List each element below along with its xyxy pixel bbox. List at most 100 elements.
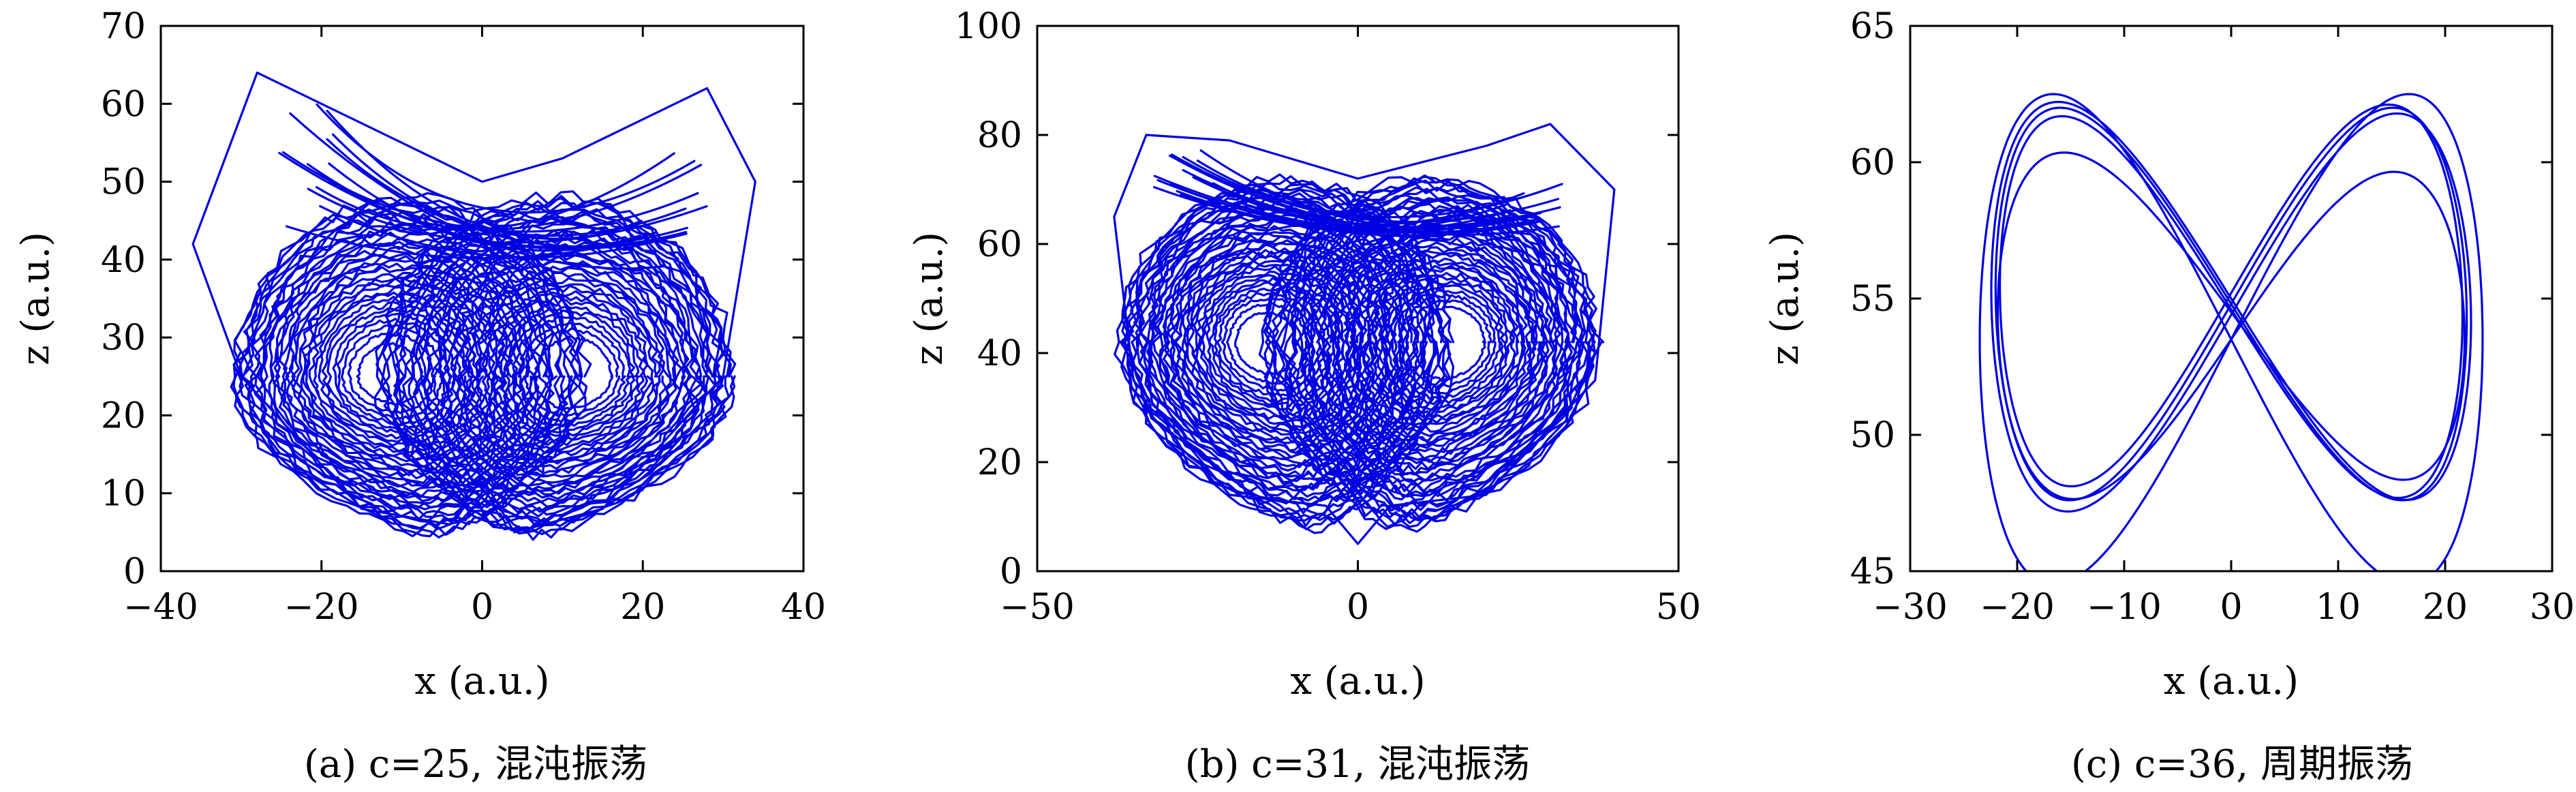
trajectory-loop bbox=[230, 192, 592, 538]
trajectory-loop bbox=[443, 256, 683, 478]
panel-caption: (c) c=36, 周期振荡 bbox=[2071, 742, 2413, 787]
limit-cycle-loop bbox=[1990, 100, 2472, 513]
trajectory-loop bbox=[414, 229, 705, 503]
x-tick-label: 20 bbox=[620, 587, 665, 628]
trajectory-crossing bbox=[326, 164, 703, 231]
x-tick-label: 0 bbox=[1347, 587, 1369, 628]
panel-a: −40 −20 0 20 40 0 10 20 30 40 50 60 70 x (a.u.) z (a.u… bbox=[14, 6, 826, 787]
x-tick-label: −10 bbox=[2087, 587, 2162, 628]
trajectory-loop bbox=[1122, 188, 1445, 519]
trajectory-loop bbox=[1405, 299, 1492, 389]
y-tick-label: 45 bbox=[1850, 551, 1895, 592]
x-tick-label: −40 bbox=[123, 587, 198, 628]
trajectory-crossing bbox=[316, 103, 696, 214]
x-tick-label: 0 bbox=[2220, 587, 2242, 628]
trajectory-crossing bbox=[1196, 159, 1563, 219]
y-tick-label: 55 bbox=[1850, 279, 1895, 320]
x-axis-label: x (a.u.) bbox=[414, 659, 549, 703]
trajectory-loop bbox=[356, 341, 425, 406]
x-tick-label: 50 bbox=[1656, 587, 1701, 628]
trajectory-loop bbox=[461, 271, 670, 465]
trajectory-loop bbox=[1114, 173, 1455, 534]
x-tick-label: 20 bbox=[2423, 587, 2468, 628]
trajectory-crossing bbox=[306, 163, 688, 249]
x-tick-label: 30 bbox=[2530, 587, 2575, 628]
y-tick-label: 40 bbox=[101, 240, 146, 281]
trajectory-crossing bbox=[315, 152, 675, 231]
trajectory-loop bbox=[511, 315, 632, 428]
y-tick-label: 50 bbox=[1850, 415, 1895, 456]
trajectory-loop bbox=[471, 283, 661, 459]
y-tick-label: 20 bbox=[977, 442, 1022, 483]
y-tick-label: 20 bbox=[101, 395, 146, 436]
trajectory-crossing bbox=[289, 112, 664, 270]
trajectory-loop bbox=[1334, 237, 1548, 460]
trajectory-loop bbox=[1336, 239, 1545, 453]
trajectory-loop bbox=[517, 322, 626, 423]
trajectory-loop bbox=[524, 327, 621, 418]
trajectory-crossing bbox=[1212, 182, 1525, 226]
trajectory-group bbox=[1113, 123, 1616, 545]
trajectory-loop bbox=[457, 266, 672, 470]
trajectory-loop bbox=[1120, 175, 1452, 530]
trajectory-loop bbox=[1119, 183, 1448, 522]
y-axis-label: z (a.u.) bbox=[907, 232, 951, 365]
x-axis-label: x (a.u.) bbox=[2164, 659, 2299, 703]
y-axis-label: z (a.u.) bbox=[1763, 232, 1807, 365]
y-tick-label: 70 bbox=[101, 6, 146, 47]
trajectory-loop bbox=[1221, 297, 1315, 392]
x-tick-label: 10 bbox=[2316, 587, 2361, 628]
trajectory-loop bbox=[423, 237, 699, 495]
x-tick-label: 40 bbox=[781, 587, 826, 628]
y-tick-label: 10 bbox=[101, 474, 146, 515]
trajectory-group bbox=[1978, 93, 2484, 571]
trajectory-loop bbox=[375, 194, 736, 536]
trajectory-loop bbox=[394, 207, 726, 528]
trajectory-loop bbox=[408, 221, 709, 513]
trajectory-loop bbox=[1346, 249, 1537, 444]
panel-c: −30 −20 −10 0 10 20 30 45 50 55 60 65 x (a.u.) z (a.u… bbox=[1763, 6, 2575, 787]
x-tick-label: 0 bbox=[471, 587, 493, 628]
trajectory-crossing bbox=[1156, 179, 1505, 237]
trajectory-crossing bbox=[319, 204, 662, 258]
limit-cycle-outer-loop bbox=[1978, 93, 2484, 571]
trajectory-group bbox=[191, 72, 756, 541]
trajectory-crossing bbox=[1182, 155, 1560, 224]
y-tick-label: 60 bbox=[101, 84, 146, 125]
y-tick-label: 30 bbox=[101, 318, 146, 359]
y-tick-label: 80 bbox=[977, 115, 1022, 156]
x-tick-label: −30 bbox=[1873, 587, 1948, 628]
trajectory-loop bbox=[433, 249, 690, 487]
trajectory-crossing bbox=[1199, 149, 1536, 230]
trajectory-loop bbox=[1330, 232, 1550, 463]
trajectory-loop bbox=[452, 264, 677, 474]
trajectory-loop bbox=[506, 309, 636, 434]
limit-cycle-loop bbox=[1996, 151, 2466, 500]
y-axis-label: z (a.u.) bbox=[14, 232, 58, 365]
limit-cycle-loop bbox=[1999, 103, 2464, 500]
y-tick-label: 0 bbox=[1000, 551, 1022, 592]
panel-caption: (a) c=25, 混沌振荡 bbox=[304, 742, 647, 787]
panels-root: −40 −20 0 20 40 0 10 20 30 40 50 60 70 x (a.u.) z (a.u… bbox=[14, 6, 2575, 787]
trajectory-loop bbox=[288, 262, 515, 476]
trajectory-loop bbox=[1318, 222, 1558, 476]
panel-caption: (b) c=31, 混沌振荡 bbox=[1185, 742, 1531, 787]
x-tick-label: −20 bbox=[284, 587, 359, 628]
y-tick-label: 60 bbox=[977, 224, 1022, 265]
trajectory-loop bbox=[481, 290, 654, 451]
y-tick-label: 100 bbox=[955, 6, 1022, 47]
y-tick-label: 60 bbox=[1850, 142, 1895, 183]
trajectory-loop bbox=[450, 260, 679, 478]
trajectory-crossing bbox=[1192, 176, 1512, 230]
limit-cycle-loop bbox=[1994, 106, 2468, 502]
y-tick-label: 50 bbox=[101, 162, 146, 203]
trajectory-loop bbox=[1386, 284, 1505, 406]
trajectory-crossing bbox=[1180, 194, 1509, 232]
trajectory-loop bbox=[1301, 211, 1569, 487]
trajectory-loop bbox=[347, 331, 436, 414]
x-tick-label: −20 bbox=[1980, 587, 2055, 628]
y-tick-label: 0 bbox=[123, 551, 146, 592]
y-tick-label: 65 bbox=[1850, 6, 1895, 47]
